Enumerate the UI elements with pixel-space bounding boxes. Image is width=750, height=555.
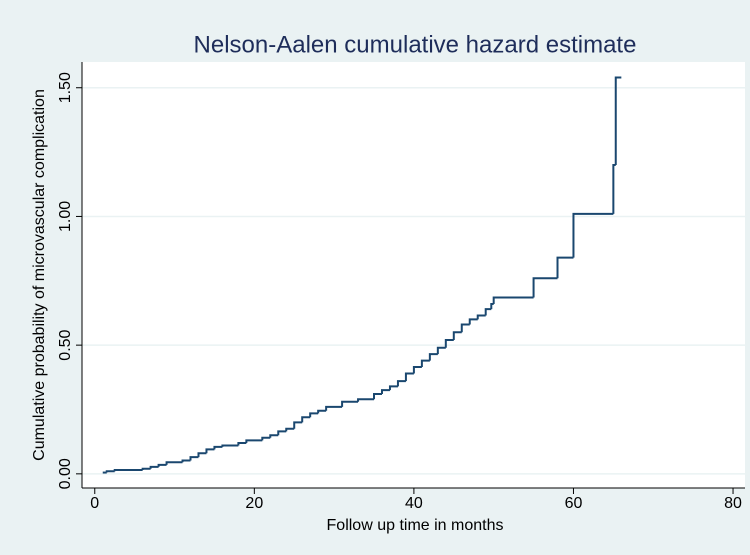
y-axis-title: Cumulative probability of microvascular …: [31, 89, 48, 461]
step-segment: [532, 277, 558, 298]
step-segment: [197, 452, 207, 458]
y-tick-label: 1.00: [57, 201, 74, 232]
y-tick-label: 0.50: [57, 329, 74, 360]
step-segment: [105, 470, 115, 473]
step-segment: [396, 380, 406, 387]
step-segment: [572, 212, 614, 258]
step-segment: [428, 353, 438, 361]
step-segment: [285, 427, 295, 432]
step-segment: [614, 76, 622, 165]
step-segment: [484, 308, 492, 316]
step-segment: [452, 331, 462, 340]
step-segment: [460, 323, 470, 333]
step-segment: [373, 393, 382, 400]
x-axis-title: Follow up time in months: [327, 517, 504, 534]
step-segment: [436, 346, 446, 355]
y-tick-label: 1.50: [57, 72, 74, 103]
step-segment: [556, 256, 574, 279]
y-tick-label: 0.00: [57, 458, 74, 489]
x-tick-label: 40: [405, 495, 423, 512]
step-segment: [189, 456, 199, 461]
step-segment: [388, 385, 398, 391]
step-segment: [412, 366, 422, 374]
step-segment: [237, 441, 247, 446]
step-segment: [404, 372, 414, 382]
step-segment: [476, 314, 486, 320]
step-segment: [309, 412, 319, 418]
step-segment: [165, 461, 183, 465]
x-tick-label: 20: [245, 495, 263, 512]
step-segment: [325, 405, 343, 411]
step-segment: [444, 338, 454, 348]
step-segment: [357, 398, 375, 402]
step-segment: [317, 409, 327, 414]
x-tick-label: 60: [565, 495, 583, 512]
step-segment: [301, 416, 311, 423]
step-segment: [380, 389, 390, 395]
step-segment: [277, 430, 287, 436]
x-tick-label: 0: [90, 495, 99, 512]
step-segment: [269, 434, 279, 438]
step-segment: [221, 444, 239, 447]
step-segment: [157, 463, 167, 467]
step-segment: [293, 421, 303, 429]
step-segment: [468, 318, 478, 325]
plot-area: [82, 62, 745, 488]
x-tick-label: 80: [724, 495, 742, 512]
step-segment: [420, 359, 430, 368]
step-segment: [261, 436, 271, 441]
step-segment: [113, 468, 143, 472]
step-segment: [181, 459, 191, 463]
step-segment: [141, 467, 151, 470]
step-segment: [149, 465, 159, 469]
step-segment: [492, 296, 534, 304]
step-segment: [341, 400, 359, 407]
step-segment: [490, 302, 494, 310]
step-segment: [205, 448, 215, 454]
chart-title: Nelson-Aalen cumulative hazard estimate: [194, 31, 637, 58]
step-segment: [245, 439, 263, 443]
step-segment: [213, 445, 223, 450]
step-segment: [612, 163, 616, 214]
